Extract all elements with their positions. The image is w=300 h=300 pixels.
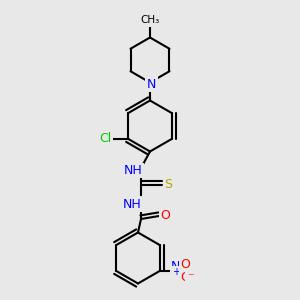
Text: S: S (165, 178, 172, 191)
Text: N: N (171, 260, 180, 273)
Text: CH₃: CH₃ (140, 15, 160, 26)
Text: O: O (160, 209, 170, 223)
Text: Cl: Cl (99, 132, 112, 145)
Text: O: O (180, 271, 190, 284)
Text: N: N (147, 77, 156, 91)
Text: O: O (180, 258, 190, 271)
Text: ⁻: ⁻ (187, 271, 194, 284)
Text: NH: NH (124, 164, 143, 177)
Text: NH: NH (123, 197, 142, 211)
Text: +: + (172, 267, 180, 277)
